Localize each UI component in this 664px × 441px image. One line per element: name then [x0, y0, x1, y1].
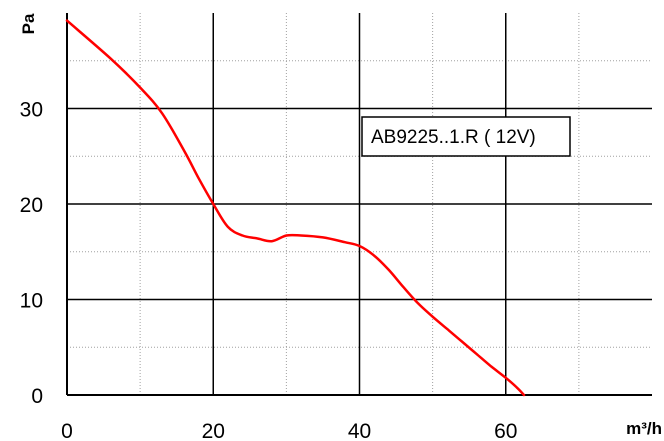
- series-lines: [65, 19, 526, 397]
- legend: AB9225..1.R ( 12V): [361, 116, 571, 157]
- y-tick-label: 30: [20, 99, 43, 122]
- minor-grid: [67, 13, 652, 395]
- x-tick-label: 0: [61, 420, 73, 441]
- y-tick-labels: 0 10 20 30: [20, 99, 43, 409]
- y-tick-label: 0: [31, 385, 43, 408]
- axes: [66, 13, 652, 396]
- legend-label: AB9225..1.R ( 12V): [371, 127, 536, 148]
- x-tick-label: 20: [202, 420, 225, 441]
- series-line: [65, 19, 526, 397]
- y-tick-label: 20: [20, 194, 43, 217]
- x-tick-labels: 0 20 40 60: [61, 420, 517, 441]
- x-tick-label: 60: [494, 420, 517, 441]
- x-tick-label: 40: [348, 420, 371, 441]
- x-axis-unit: m³/h: [626, 419, 662, 438]
- legend-box: [361, 116, 571, 157]
- y-axis-unit: Pa: [19, 13, 38, 34]
- y-tick-label: 10: [20, 290, 43, 313]
